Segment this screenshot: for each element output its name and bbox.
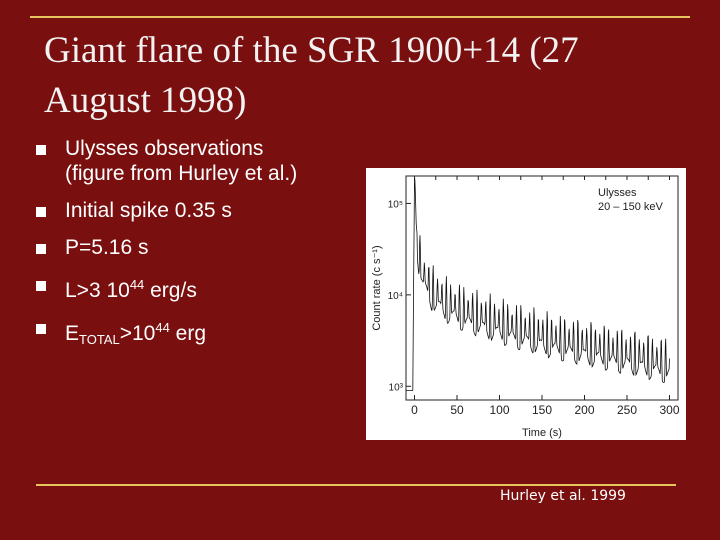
bullet-item: P=5.16 s: [36, 235, 376, 260]
exponent: 44: [155, 320, 170, 335]
y-tick-label: 10⁵: [388, 199, 403, 210]
bullet-item: Initial spike 0.35 s: [36, 198, 376, 223]
x-tick-label: 0: [411, 403, 418, 417]
bullet-item: L>3 1044 erg/s: [36, 272, 376, 303]
bullet-text-continued: (figure from Hurley et al.): [65, 162, 298, 185]
square-bullet-icon: [36, 324, 46, 334]
lightcurve-chart: 0 50 100 150 200 250 300 10³ 10⁴ 10⁵ Time (s) Count…: [371, 175, 680, 439]
lightcurve-series-line: [406, 175, 670, 391]
bullet-text-unit: erg/s: [144, 279, 197, 302]
slide-title: Giant flare of the SGR 1900+14 (27 Augus…: [44, 30, 579, 121]
y-tick-label: 10³: [389, 382, 404, 393]
square-bullet-icon: [36, 281, 46, 291]
subscript: TOTAL: [79, 332, 120, 347]
y-axis-label: Count rate (c s⁻¹): [371, 245, 383, 330]
bullet-text: Ulysses observations: [65, 137, 264, 160]
bullet-text: P=5.16 s: [65, 236, 149, 259]
x-tick-label: 250: [617, 403, 637, 417]
bullet-item: Ulysses observations (figure from Hurley…: [36, 136, 376, 186]
x-tick-label: 100: [489, 403, 509, 417]
x-axis-label: Time (s): [522, 427, 562, 439]
bullet-item: ETOTAL>1044 erg: [36, 315, 376, 352]
bullet-text-unit: erg: [169, 322, 206, 345]
chart-annotation: Ulysses: [598, 187, 637, 199]
x-tick-label: 50: [450, 403, 464, 417]
title-top-rule: [30, 16, 690, 18]
footer-rule: [36, 484, 676, 486]
chart-annotation: 20 – 150 keV: [598, 201, 663, 213]
square-bullet-icon: [36, 145, 46, 155]
x-tick-label: 300: [659, 403, 679, 417]
bullet-text-mid: >10: [119, 322, 156, 345]
square-bullet-icon: [36, 207, 46, 217]
x-tick-label: 150: [532, 403, 552, 417]
exponent: 44: [129, 277, 145, 292]
bullet-text: Initial spike 0.35 s: [65, 199, 232, 222]
bullet-list: Ulysses observations (figure from Hurley…: [36, 136, 376, 364]
figure-credit: Hurley et al. 1999: [500, 488, 626, 504]
bullet-text: L>3 10: [65, 279, 130, 302]
lightcurve-figure: 0 50 100 150 200 250 300 10³ 10⁴ 10⁵ Time (s) Count…: [366, 168, 686, 440]
x-tick-label: 200: [574, 403, 594, 417]
square-bullet-icon: [36, 244, 46, 254]
bullet-text: E: [65, 322, 80, 345]
y-tick-label: 10⁴: [388, 291, 403, 302]
